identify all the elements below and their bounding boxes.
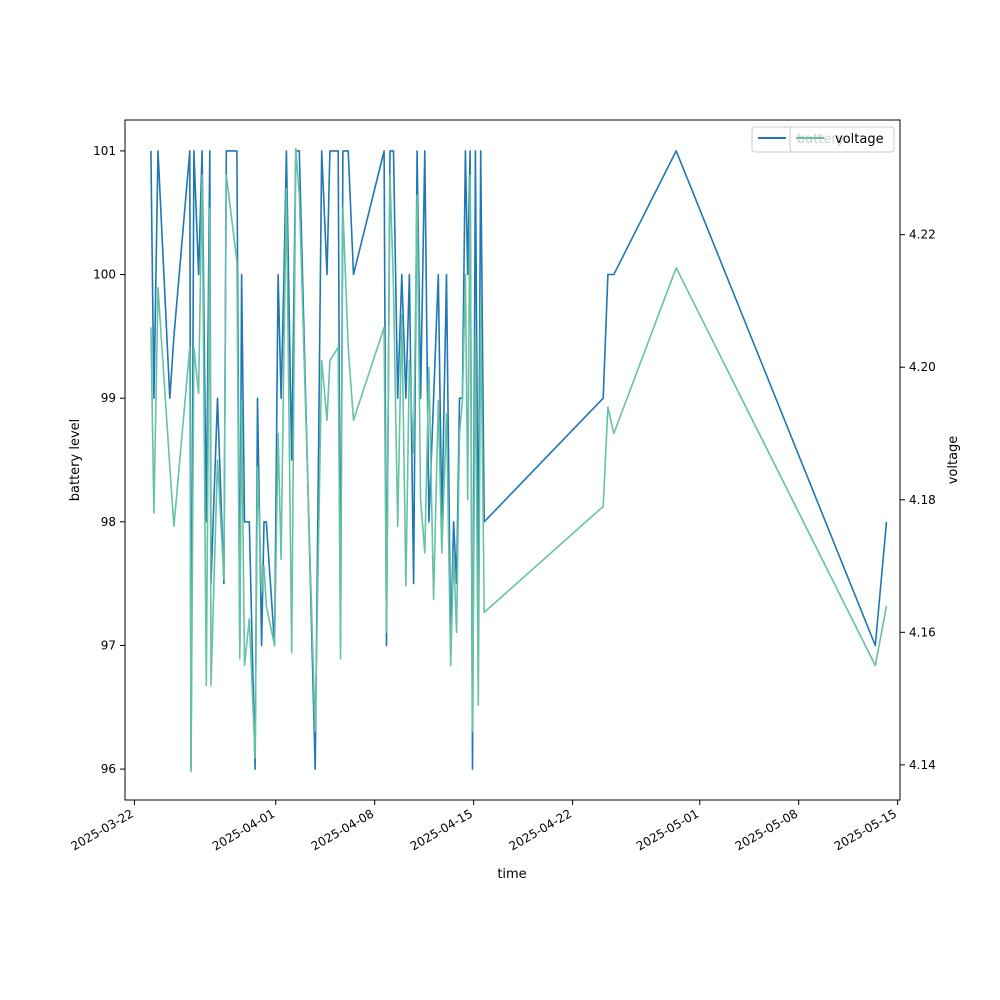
y-right-axis-label: voltage <box>946 436 961 485</box>
y-left-tick-label: 101 <box>93 144 116 158</box>
y-left-axis-label: battery level <box>68 419 83 502</box>
y-right-tick-label: 4.22 <box>909 228 936 242</box>
x-axis-label: time <box>497 867 526 882</box>
y-right-tick-label: 4.16 <box>909 625 936 639</box>
y-left-tick-label: 97 <box>101 638 116 652</box>
y-left-tick-label: 99 <box>101 391 116 405</box>
y-right-tick-label: 4.14 <box>909 758 936 772</box>
y-right-tick-label: 4.18 <box>909 493 936 507</box>
y-left-tick-label: 96 <box>101 762 116 776</box>
legend-voltage-label: voltage <box>835 132 884 147</box>
y-left-tick-label: 98 <box>101 515 116 529</box>
y-right-tick-label: 4.20 <box>909 360 936 374</box>
y-left-tick-label: 100 <box>93 268 116 282</box>
legend-front: voltage <box>790 127 894 152</box>
